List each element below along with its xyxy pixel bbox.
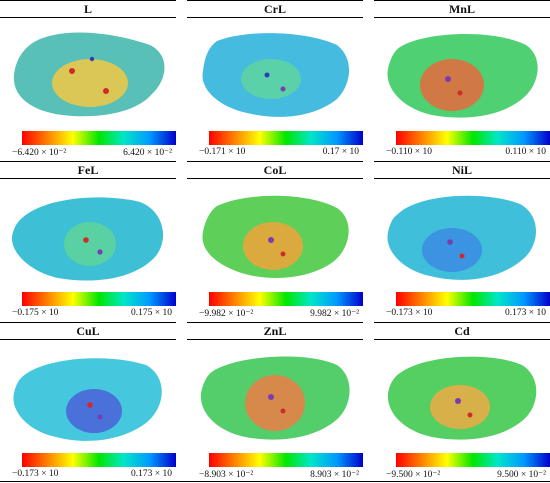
esp-surface-map [13,358,162,441]
scale-max-label: 8.903 × 10⁻² [310,470,359,480]
esp-core [241,59,301,99]
panel-title: MnL [448,2,475,16]
atom [459,253,465,259]
panel-title: CrL [264,2,286,16]
esp-surface-map [387,33,538,118]
esp-core [52,59,128,107]
title-divider [0,178,176,179]
atom [97,249,103,255]
esp-core [420,59,484,111]
panel-title: NiL [451,163,472,177]
atom [83,237,89,243]
panel-title: CuL [76,324,100,338]
title-divider [187,17,363,18]
esp-core [66,389,122,433]
title-divider [374,178,550,179]
esp-surface-map [387,356,537,440]
atom [69,68,75,74]
bottom-rule [0,481,550,482]
scale-min-label: −6.420 × 10⁻² [12,148,67,158]
atom [264,72,270,78]
scale-min-label: −9.982 × 10⁻² [199,309,254,319]
scale-min-label: −0.110 × 10 [386,147,432,157]
color-scale-bar [209,292,363,306]
title-divider [0,17,176,18]
atom [89,56,95,62]
scale-max-label: 6.420 × 10⁻² [123,148,172,158]
color-scale-bar [396,453,550,467]
scale-min-label: −8.903 × 10⁻² [199,470,254,480]
panel-mnl: MnL −0.110 × 10 0.110 × 10 [374,0,550,159]
title-divider [374,17,550,18]
color-scale-bar [209,131,363,145]
title-divider [0,339,176,340]
scale-min-label: −0.175 × 10 [12,308,59,318]
color-scale-bar [22,131,176,145]
title-divider [374,339,550,340]
panel-title: ZnL [263,324,287,338]
atom [280,251,286,257]
atom [280,86,286,92]
panel-title: Cd [454,324,470,338]
panel-title: FeL [77,163,99,177]
color-scale-bar [396,131,550,145]
color-scale-bar [22,453,176,467]
esp-core [245,375,305,431]
scale-min-label: −0.173 × 10 [12,469,59,479]
panel-crl: CrL −0.171 × 10 0.17 × 10 [187,0,363,159]
esp-core [64,222,116,266]
color-scale-bar [22,292,176,306]
esp-core [243,222,303,270]
esp-surface-map [200,356,350,440]
scale-max-label: 0.17 × 10 [322,147,359,157]
atom [97,414,103,420]
scale-min-label: −9.500 × 10⁻² [386,470,441,480]
panel-cd: Cd −9.500 × 10⁻² 9.500 × 10⁻² [374,322,550,481]
esp-surface-map [202,33,350,117]
color-scale-bar [209,453,363,467]
esp-core [422,228,482,272]
panel-title: CoL [263,163,287,177]
atom [280,408,286,414]
esp-surface-map [387,195,536,280]
atom [457,90,463,96]
title-divider [187,178,363,179]
scale-max-label: 0.175 × 10 [131,308,172,318]
atom [467,412,473,418]
panel-cul: CuL −0.173 × 10 0.173 × 10 [0,322,176,481]
scale-max-label: 0.173 × 10 [505,308,546,318]
panel-fel: FeL −0.175 × 10 0.175 × 10 [0,161,176,320]
atom [103,88,109,94]
esp-surface-map [13,32,165,117]
esp-surface-map [202,195,349,278]
scale-max-label: 0.110 × 10 [505,147,546,157]
title-divider [187,339,363,340]
panel-l: L −6.420 × 10⁻² 6.420 × 10⁻² [0,0,176,159]
atom [455,398,461,404]
atom [268,394,274,400]
panel-znl: ZnL −8.903 × 10⁻² 8.903 × 10⁻² [187,322,363,481]
scale-max-label: 9.500 × 10⁻² [497,470,546,480]
panel-col: CoL −9.982 × 10⁻² 9.982 × 10⁻² [187,161,363,320]
atom [268,237,274,243]
scale-min-label: −0.171 × 10 [199,147,246,157]
scale-min-label: −0.173 × 10 [386,308,433,318]
scale-max-label: 9.982 × 10⁻² [310,309,359,319]
scale-max-label: 0.173 × 10 [131,469,172,479]
atom [445,76,451,82]
atom [447,239,453,245]
color-scale-bar [396,292,550,306]
atom [87,402,93,408]
panel-nil: NiL −0.173 × 10 0.173 × 10 [374,161,550,320]
esp-core [430,385,490,429]
panel-title: L [83,2,92,16]
esp-surface-map [11,197,164,281]
